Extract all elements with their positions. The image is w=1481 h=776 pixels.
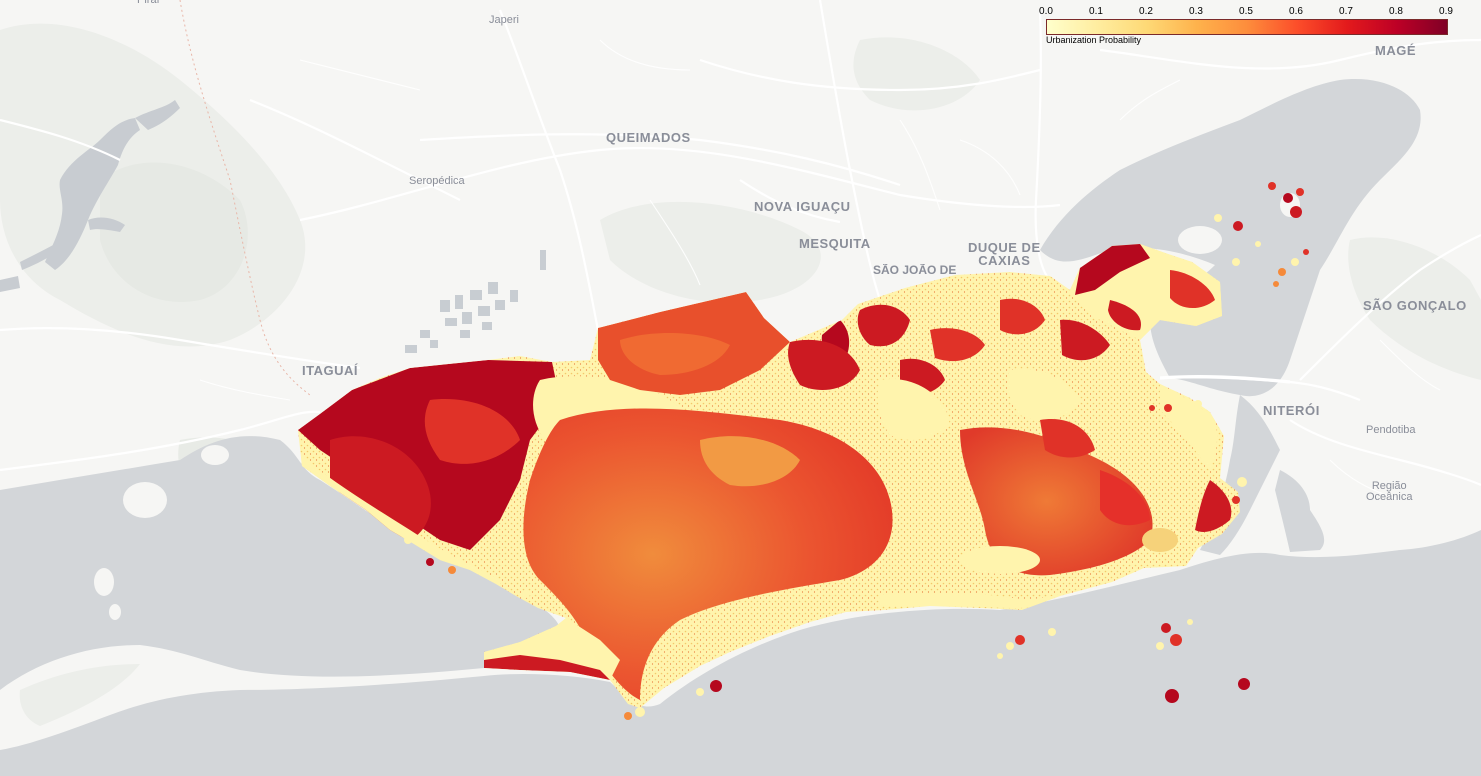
legend-title: Urbanization Probability <box>1046 35 1142 45</box>
legend-tick-label: 0.3 <box>1189 6 1203 17</box>
place-label-sao-joao-de-meriti: SÃO JOÃO DE MERITI <box>873 264 957 278</box>
place-label-queimados: QUEIMADOS <box>606 130 691 145</box>
place-label-mage: MAGÉ <box>1375 43 1416 58</box>
rio-niteroi-bridge <box>1159 374 1291 384</box>
place-label-regiao-oceanica: Região Oceânica <box>1366 480 1413 503</box>
place-label-mesquita: MESQUITA <box>799 236 871 251</box>
legend-tick-label: 0.2 <box>1139 6 1153 17</box>
place-label-nova-iguacu: NOVA IGUAÇU <box>754 199 851 214</box>
place-label-japeri: Japeri <box>489 14 519 26</box>
marambaia-vegetation <box>19 664 140 726</box>
island-dots <box>404 182 1309 720</box>
legend-tick-label: 0.1 <box>1089 6 1103 17</box>
legend-tick-label: 0.9 <box>1439 6 1453 17</box>
place-label-itaguai: ITAGUAÍ <box>302 363 358 378</box>
reservoir <box>0 100 180 292</box>
place-label-pirai: Piraí <box>137 0 160 6</box>
legend-tick-label: 0.5 <box>1239 6 1253 17</box>
place-label-niteroi: NITERÓI <box>1263 403 1320 418</box>
place-label-pendotiba: Pendotiba <box>1366 424 1416 436</box>
place-label-seropedica: Seropédica <box>409 175 465 187</box>
legend-tick-label: 0.0 <box>1039 6 1053 17</box>
minor-roads <box>199 39 1441 501</box>
legend-tick-label: 0.8 <box>1389 6 1403 17</box>
place-label-sao-goncalo: SÃO GONÇALO <box>1363 298 1467 313</box>
legend-tick-label: 0.6 <box>1289 6 1303 17</box>
colorbar-legend: 0.0 0.1 0.2 0.3 0.5 0.6 0.7 0.8 0.9 Urbanization… <box>1039 6 1453 46</box>
legend-colorbar <box>1046 19 1448 35</box>
legend-ticks: 0.0 0.1 0.2 0.3 0.5 0.6 0.7 0.8 0.9 <box>1039 6 1453 18</box>
vegetation-areas <box>0 23 1481 504</box>
legend-tick-label: 0.7 <box>1339 6 1353 17</box>
industrial-blocks <box>405 250 546 353</box>
place-label-duque-de-caxias: DUQUE DE CAXIAS <box>968 240 1041 268</box>
islands <box>94 193 1300 620</box>
